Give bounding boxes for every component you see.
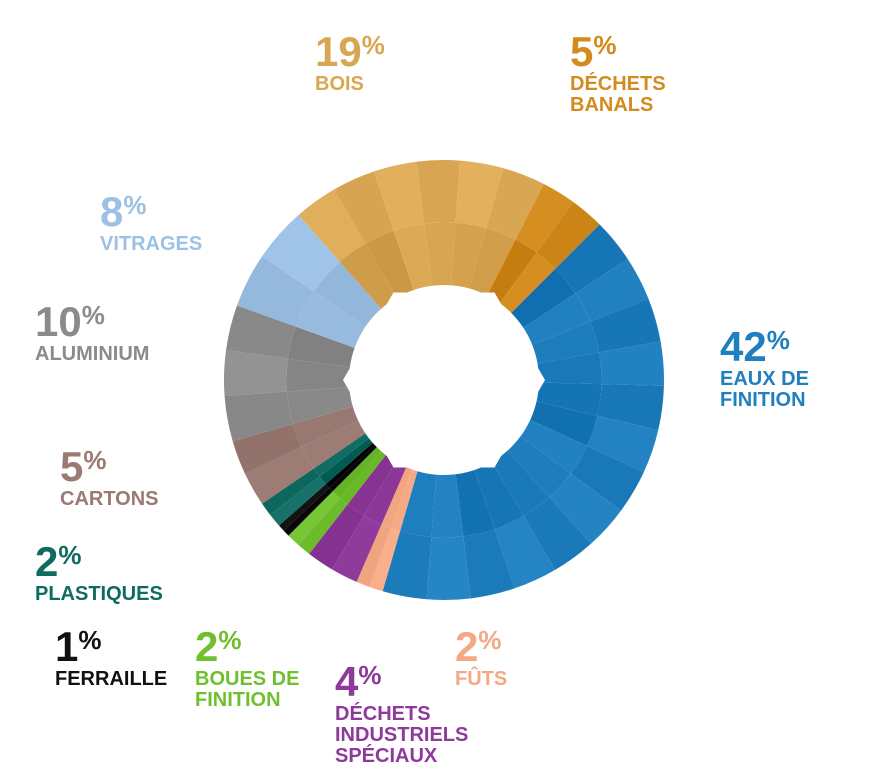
label-eaux-name: EAUX DE FINITION: [720, 369, 809, 411]
label-ferraille-value: 1: [55, 623, 78, 670]
percent-sign: %: [358, 660, 381, 690]
label-dis-name: DÉCHETS INDUSTRIELS SPÉCIAUX: [335, 704, 468, 767]
percent-sign: %: [123, 190, 146, 220]
percent-sign: %: [593, 30, 616, 60]
label-boues-value: 2: [195, 623, 218, 670]
percent-sign: %: [218, 625, 241, 655]
percent-sign: %: [58, 540, 81, 570]
label-ferraille: 1% FERRAILLE: [55, 625, 167, 690]
label-vitrages-name: VITRAGES: [100, 234, 202, 255]
percent-sign: %: [78, 625, 101, 655]
label-plastiques-value: 2: [35, 538, 58, 585]
label-cartons-value: 5: [60, 443, 83, 490]
label-aluminium-name: ALUMINIUM: [35, 344, 149, 365]
label-dis: 4% DÉCHETS INDUSTRIELS SPÉCIAUX: [335, 660, 468, 767]
label-banals: 5% DÉCHETS BANALS: [570, 30, 666, 116]
donut-hole: [343, 293, 545, 468]
label-bois-value: 19: [315, 28, 362, 75]
label-bois: 19% BOIS: [315, 30, 385, 95]
percent-sign: %: [82, 300, 105, 330]
label-cartons: 5% CARTONS: [60, 445, 159, 510]
percent-sign: %: [362, 30, 385, 60]
label-boues-name: BOUES DE FINITION: [195, 669, 299, 711]
label-aluminium-value: 10: [35, 298, 82, 345]
percent-sign: %: [767, 325, 790, 355]
label-plastiques-name: PLASTIQUES: [35, 584, 163, 605]
label-bois-name: BOIS: [315, 74, 385, 95]
label-vitrages-value: 8: [100, 188, 123, 235]
label-banals-name: DÉCHETS BANALS: [570, 74, 666, 116]
label-banals-value: 5: [570, 28, 593, 75]
label-ferraille-name: FERRAILLE: [55, 669, 167, 690]
slice-eaux: [426, 536, 471, 600]
label-plastiques: 2% PLASTIQUES: [35, 540, 163, 605]
label-dis-value: 4: [335, 658, 358, 705]
percent-sign: %: [83, 445, 106, 475]
label-aluminium: 10% ALUMINIUM: [35, 300, 149, 365]
label-cartons-name: CARTONS: [60, 489, 159, 510]
label-boues: 2% BOUES DE FINITION: [195, 625, 299, 711]
label-eaux-value: 42: [720, 323, 767, 370]
percent-sign: %: [478, 625, 501, 655]
label-vitrages: 8% VITRAGES: [100, 190, 202, 255]
label-eaux: 42% EAUX DE FINITION: [720, 325, 809, 411]
